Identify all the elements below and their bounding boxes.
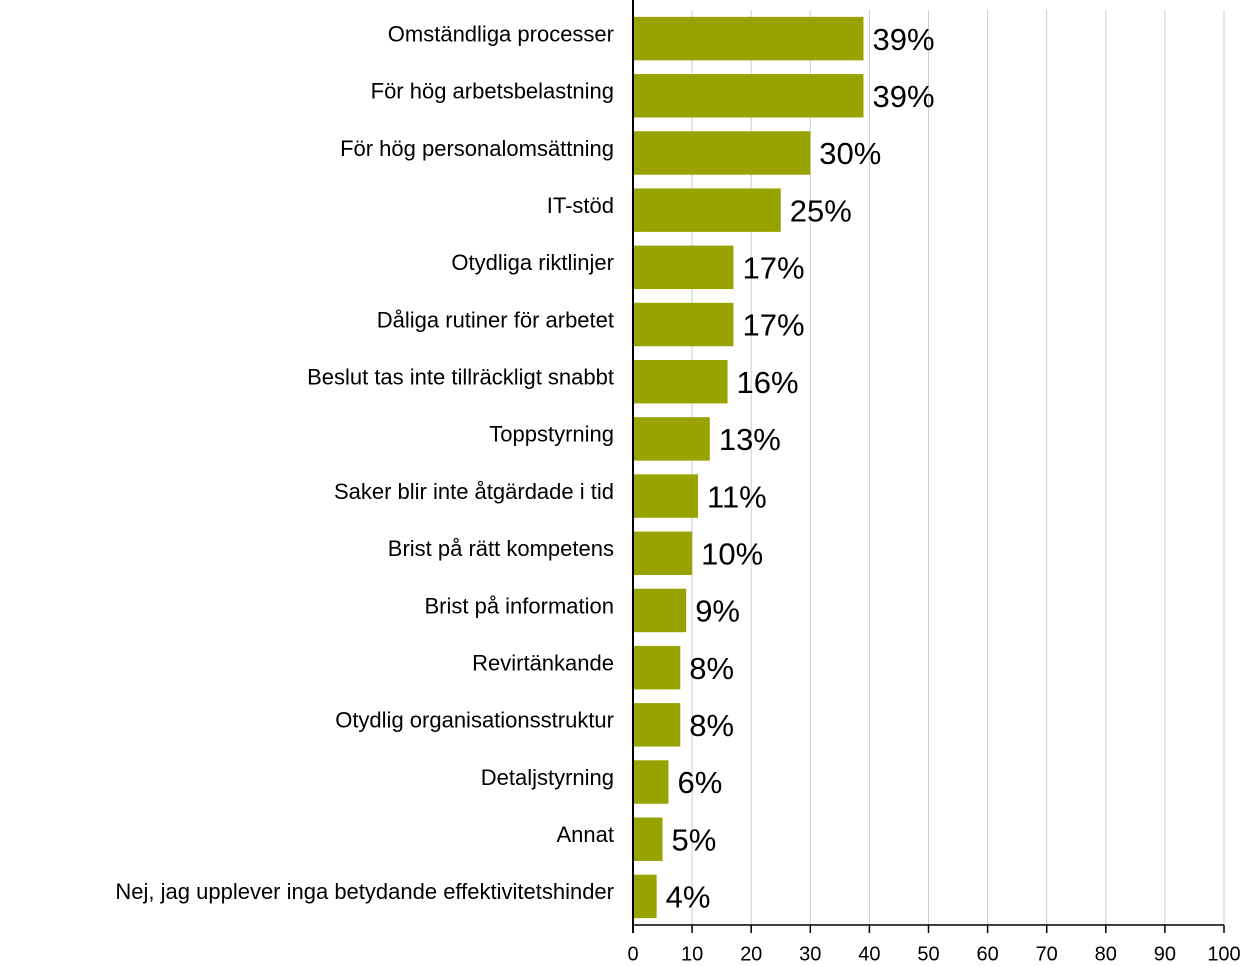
bar bbox=[633, 302, 734, 347]
value-label: 8% bbox=[689, 708, 734, 743]
x-tick-label: 0 bbox=[627, 943, 638, 965]
value-label: 39% bbox=[872, 22, 934, 57]
value-label: 11% bbox=[707, 479, 767, 514]
y-tick-label: Omständliga processer bbox=[388, 21, 614, 46]
x-tick-label: 100 bbox=[1207, 943, 1240, 965]
x-tick-label: 90 bbox=[1154, 943, 1176, 965]
x-tick-label: 70 bbox=[1036, 943, 1058, 965]
value-label: 16% bbox=[737, 365, 799, 400]
x-tick-label: 10 bbox=[681, 943, 703, 965]
y-tick-label: Dåliga rutiner för arbetet bbox=[377, 307, 614, 332]
y-tick-label: Detaljstyrning bbox=[481, 765, 614, 790]
value-label: 6% bbox=[677, 765, 722, 800]
y-tick-label: Beslut tas inte tillräckligt snabbt bbox=[307, 365, 614, 390]
bar bbox=[633, 131, 811, 175]
bar bbox=[633, 245, 734, 290]
value-label: 17% bbox=[742, 251, 804, 286]
y-tick-label: Brist på information bbox=[424, 593, 614, 618]
bar bbox=[633, 874, 657, 919]
y-tick-label: Annat bbox=[557, 822, 615, 847]
y-tick-label: Revirtänkande bbox=[472, 650, 614, 675]
bar bbox=[633, 531, 693, 576]
y-tick-label: För hög personalomsättning bbox=[340, 136, 614, 161]
y-tick-label: Nej, jag upplever inga betydande effekti… bbox=[115, 879, 614, 904]
value-label: 9% bbox=[695, 594, 740, 629]
bar bbox=[633, 188, 781, 232]
y-tick-label: Brist på rätt kompetens bbox=[388, 536, 614, 561]
bar bbox=[633, 817, 663, 861]
bar bbox=[633, 645, 681, 690]
value-label: 10% bbox=[701, 536, 763, 571]
value-label: 13% bbox=[719, 422, 781, 457]
value-label: 25% bbox=[790, 193, 852, 228]
value-label: 17% bbox=[742, 308, 804, 343]
value-label: 30% bbox=[819, 136, 881, 171]
value-label: 8% bbox=[689, 651, 734, 686]
x-tick-label: 20 bbox=[740, 943, 762, 965]
y-tick-label: Toppstyrning bbox=[489, 422, 614, 447]
bar bbox=[633, 417, 710, 461]
bar bbox=[633, 760, 669, 804]
bar bbox=[633, 588, 687, 633]
bar bbox=[633, 16, 864, 61]
value-label: 4% bbox=[666, 880, 711, 915]
y-tick-label: För hög arbetsbelastning bbox=[371, 79, 614, 104]
bar bbox=[633, 359, 728, 404]
bar bbox=[633, 74, 864, 118]
y-tick-label: Otydliga riktlinjer bbox=[451, 250, 614, 275]
x-tick-label: 30 bbox=[799, 943, 821, 965]
y-tick-label: Otydlig organisationsstruktur bbox=[335, 708, 614, 733]
y-tick-label: Saker blir inte åtgärdade i tid bbox=[334, 479, 614, 504]
bar bbox=[633, 474, 699, 518]
value-label: 5% bbox=[672, 822, 717, 857]
x-tick-label: 50 bbox=[917, 943, 939, 965]
x-tick-label: 60 bbox=[976, 943, 998, 965]
value-label: 39% bbox=[872, 79, 934, 114]
x-tick-label: 40 bbox=[858, 943, 880, 965]
y-tick-label: IT-stöd bbox=[547, 193, 614, 218]
bar bbox=[633, 703, 681, 747]
x-tick-label: 80 bbox=[1095, 943, 1117, 965]
